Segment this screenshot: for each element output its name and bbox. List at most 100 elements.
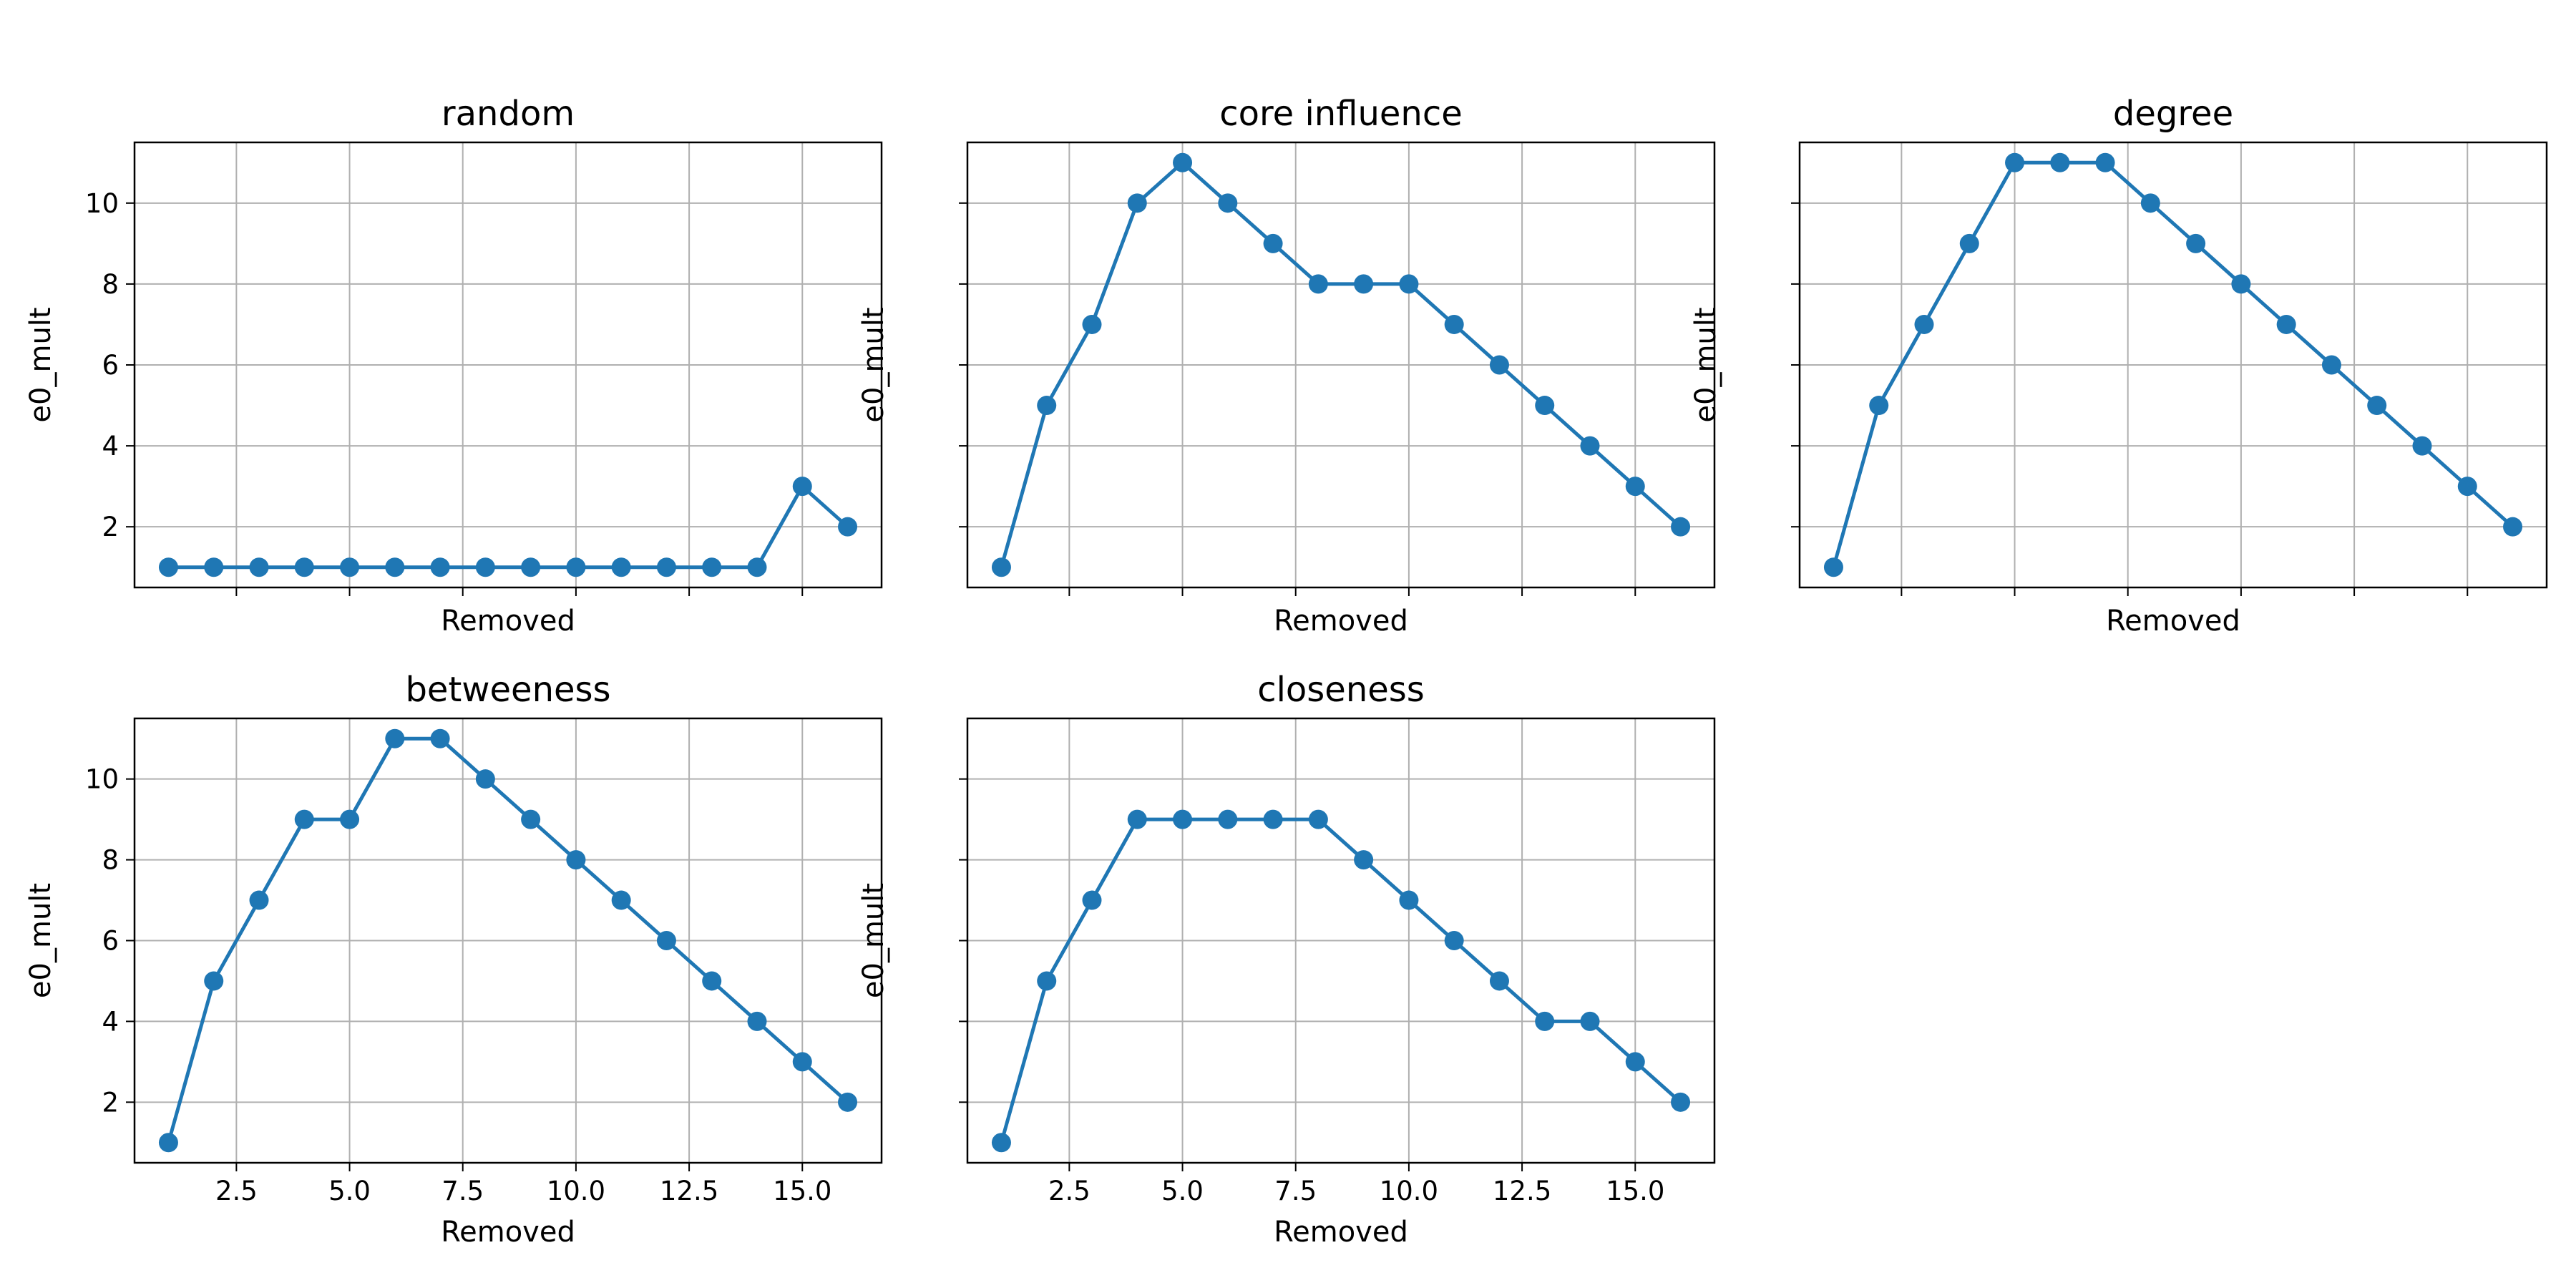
x-axis-label: Removed	[441, 605, 575, 638]
data-point	[158, 1133, 178, 1153]
data-point	[611, 890, 631, 910]
x-tick-label: 12.5	[660, 1176, 718, 1206]
data-point	[521, 557, 541, 577]
data-point	[475, 769, 495, 789]
data-point	[747, 1011, 767, 1031]
y-tick-label: 4	[102, 1006, 119, 1037]
y-axis-label: e0_mult	[857, 307, 890, 422]
chart-panel: 2.5 5.0 7.5 10.0 12.5 15.0 closeness Removed e0_…	[857, 670, 1716, 1249]
data-point	[1218, 193, 1238, 213]
data-point	[1671, 1092, 1691, 1112]
chart-panel: 2 4 6 8 10 random Removed e0_mult	[24, 94, 883, 638]
data-point	[702, 971, 722, 991]
data-point	[385, 557, 405, 577]
data-point	[1308, 274, 1328, 294]
y-axis-label: e0_mult	[857, 883, 890, 998]
data-point	[1173, 809, 1193, 829]
data-point	[294, 557, 314, 577]
data-point	[1082, 314, 1102, 334]
data-point	[1354, 274, 1374, 294]
series-line	[167, 736, 849, 1143]
data-point	[1580, 436, 1600, 456]
data-point	[1625, 477, 1645, 497]
data-point	[1263, 809, 1283, 829]
data-point	[792, 1052, 812, 1072]
data-point	[1489, 355, 1509, 375]
data-point	[1535, 396, 1555, 416]
y-axis-label: e0_mult	[24, 883, 57, 998]
x-axis-label: Removed	[2106, 605, 2240, 638]
data-point	[385, 728, 405, 748]
x-tick-label: 7.5	[1274, 1176, 1317, 1206]
series-line	[168, 484, 849, 570]
x-tick-label: 5.0	[328, 1176, 371, 1206]
data-point	[430, 557, 450, 577]
x-tick-label: 15.0	[773, 1176, 831, 1206]
data-point	[2231, 274, 2251, 294]
data-point	[2367, 396, 2387, 416]
data-point	[204, 557, 224, 577]
data-point	[2457, 477, 2477, 497]
chart-panel: degree Removed e0_mult	[1689, 94, 2548, 638]
data-point	[521, 809, 541, 829]
chart-title: degree	[2113, 94, 2233, 134]
data-point	[1399, 890, 1419, 910]
data-point	[1263, 233, 1283, 253]
y-tick-label: 10	[85, 764, 119, 795]
data-point	[1535, 1011, 1555, 1031]
data-point	[1082, 890, 1102, 910]
data-point	[702, 557, 722, 577]
data-point	[1037, 971, 1057, 991]
y-tick-label: 8	[102, 269, 119, 300]
x-tick-label: 2.5	[1048, 1176, 1091, 1206]
data-point	[249, 557, 269, 577]
y-tick-label: 4	[102, 431, 119, 462]
data-point	[340, 557, 360, 577]
data-point	[1580, 1011, 1600, 1031]
x-tick-label: 7.5	[441, 1176, 484, 1206]
data-point	[1625, 1052, 1645, 1072]
data-point	[158, 557, 178, 577]
chart-title: random	[441, 94, 575, 134]
x-axis-label: Removed	[1274, 1216, 1408, 1249]
y-tick-label: 6	[102, 350, 119, 381]
data-point	[294, 809, 314, 829]
y-axis-label: e0_mult	[24, 307, 57, 422]
data-point	[838, 1092, 858, 1112]
data-point	[991, 557, 1011, 577]
data-point	[656, 557, 676, 577]
data-point	[340, 809, 360, 829]
data-point	[475, 557, 495, 577]
data-point	[1444, 314, 1464, 334]
data-point	[838, 517, 858, 537]
data-point	[1959, 233, 1979, 253]
data-point	[2050, 152, 2070, 172]
data-point	[991, 1133, 1011, 1153]
data-point	[2140, 193, 2160, 213]
data-point	[1127, 809, 1147, 829]
data-point	[747, 557, 767, 577]
series-line	[1000, 817, 1682, 1143]
x-tick-label: 10.0	[547, 1176, 605, 1206]
data-point	[430, 728, 450, 748]
data-point	[2005, 152, 2025, 172]
y-tick-label: 2	[102, 512, 119, 542]
x-tick-label: 12.5	[1493, 1176, 1551, 1206]
data-point	[1444, 931, 1464, 950]
x-axis-label: Removed	[441, 1216, 575, 1249]
y-tick-label: 8	[102, 845, 119, 876]
data-point	[2503, 517, 2523, 537]
data-point	[656, 931, 676, 950]
data-point	[1218, 809, 1238, 829]
data-point	[566, 557, 586, 577]
series-line	[1832, 160, 2514, 568]
data-point	[1354, 850, 1374, 870]
data-point	[1399, 274, 1419, 294]
data-point	[1173, 152, 1193, 172]
data-point	[1914, 314, 1934, 334]
data-point	[2276, 314, 2296, 334]
data-point	[1127, 193, 1147, 213]
chart-panel: core influence Removed e0_mult	[857, 94, 1716, 638]
data-point	[1671, 517, 1691, 537]
